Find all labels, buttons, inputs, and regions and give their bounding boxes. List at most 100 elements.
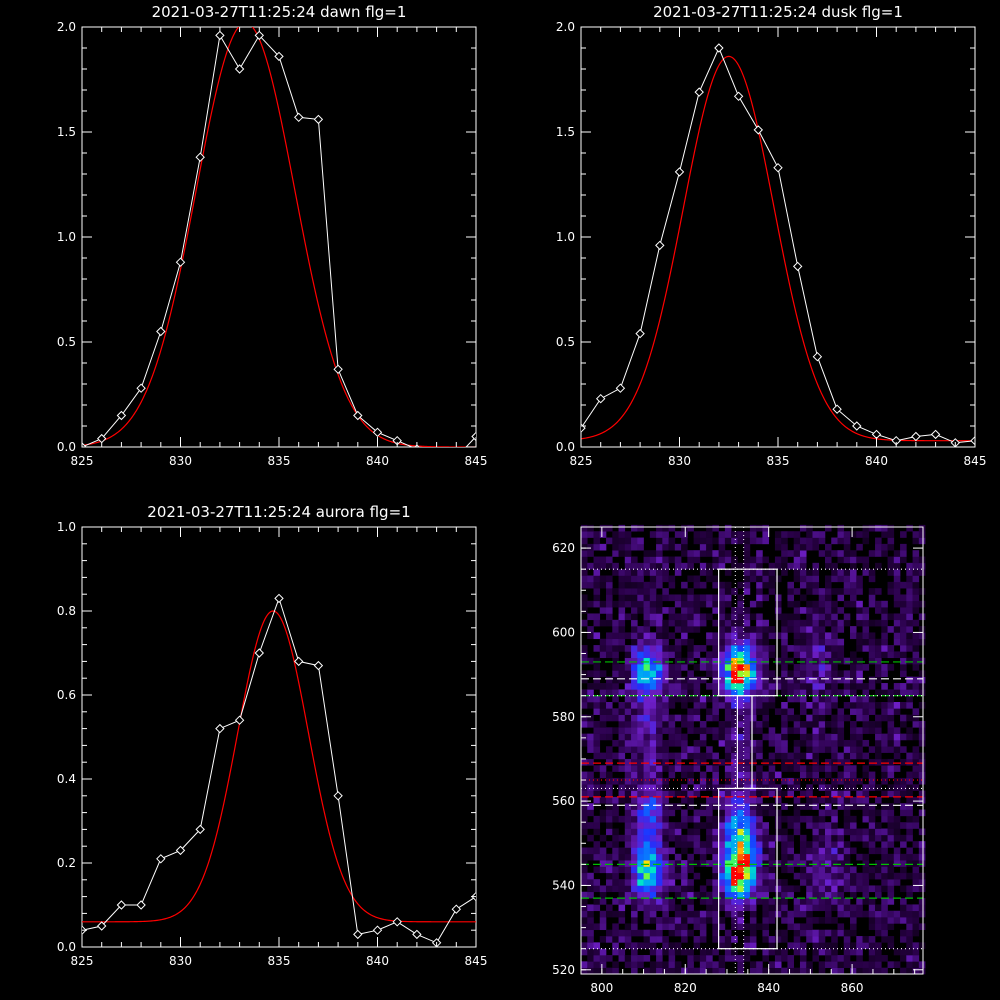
heatmap-cell: [643, 645, 651, 652]
heatmap-cell: [900, 948, 907, 956]
data-point: [773, 162, 783, 173]
heatmap-cell: [624, 569, 632, 576]
heatmap-cell: [887, 872, 895, 880]
heatmap-cell: [593, 683, 601, 690]
heatmap-cell: [900, 784, 907, 791]
y-tick-label: 580: [552, 710, 575, 724]
heatmap-cell: [606, 537, 613, 545]
heatmap-cell: [699, 853, 707, 861]
heatmap-cell: [875, 967, 882, 975]
heatmap-cell: [756, 588, 763, 595]
heatmap-cell: [612, 727, 619, 734]
heatmap-cell: [837, 891, 845, 899]
heatmap-cell: [875, 809, 882, 817]
heatmap-cell: [862, 689, 870, 696]
heatmap-cell: [712, 777, 719, 785]
heatmap-cell: [806, 683, 813, 690]
heatmap-cell: [875, 524, 882, 532]
heatmap-cell: [662, 727, 669, 734]
heatmap-cell: [631, 720, 638, 728]
heatmap-cell: [706, 657, 713, 665]
heatmap-cell: [631, 803, 638, 810]
heatmap-cell: [731, 790, 738, 798]
heatmap-cell: [918, 537, 926, 545]
heatmap-cell: [743, 613, 751, 621]
heatmap-cell: [649, 796, 657, 804]
heatmap-cell: [774, 961, 782, 968]
heatmap-cell: [818, 898, 826, 905]
heatmap-cell: [618, 860, 626, 867]
heatmap-cell: [756, 537, 763, 545]
heatmap-cell: [906, 853, 913, 861]
heatmap-cell: [662, 904, 669, 912]
heatmap-cell: [749, 967, 757, 975]
heatmap-cell: [906, 632, 913, 640]
heatmap-cell: [793, 638, 801, 646]
heatmap-cell: [737, 828, 744, 836]
heatmap-cell: [793, 904, 801, 912]
heatmap-cell: [918, 923, 926, 931]
heatmap-cell: [843, 543, 851, 551]
heatmap-cell: [681, 657, 688, 665]
heatmap-cell: [793, 853, 801, 861]
heatmap-cell: [649, 683, 657, 690]
data-point: [313, 660, 324, 671]
heatmap-cell: [631, 739, 638, 747]
heatmap-cell: [706, 822, 713, 829]
heatmap-cell: [693, 822, 701, 829]
heatmap-cell: [606, 727, 613, 734]
heatmap-cell: [868, 702, 876, 709]
heatmap-cell: [731, 803, 738, 810]
heatmap-cell: [749, 822, 757, 829]
heatmap-cell: [824, 872, 832, 880]
heatmap-cell: [881, 626, 888, 633]
heatmap-cell: [781, 670, 788, 678]
heatmap-cell: [662, 607, 669, 614]
heatmap-cell: [799, 866, 807, 874]
heatmap-cell: [900, 834, 907, 842]
data-point: [274, 593, 284, 604]
heatmap-cell: [831, 891, 838, 899]
heatmap-cell: [693, 556, 701, 564]
heatmap-cell: [787, 885, 795, 893]
heatmap-cell: [806, 714, 813, 722]
heatmap-cell: [731, 556, 738, 564]
heatmap-cell: [881, 739, 888, 747]
heatmap-cell: [799, 948, 807, 956]
heatmap-cell: [618, 733, 626, 741]
heatmap-cell: [631, 632, 638, 640]
heatmap-cell: [818, 822, 826, 829]
heatmap-cell: [799, 524, 807, 532]
heatmap-cell: [656, 683, 663, 690]
heatmap-cell: [743, 626, 751, 633]
heatmap-cell: [612, 961, 619, 968]
heatmap-cell: [706, 815, 713, 823]
data-point: [293, 656, 304, 667]
heatmap-cell: [706, 638, 713, 646]
heatmap-cell: [887, 626, 895, 633]
heatmap-cell: [756, 689, 763, 696]
heatmap-cell: [599, 727, 607, 734]
heatmap-cell: [918, 702, 926, 709]
heatmap-cell: [674, 683, 682, 690]
heatmap-cell: [912, 562, 920, 570]
heatmap-cell: [875, 910, 882, 918]
heatmap-cell: [737, 632, 744, 640]
heatmap-cell: [612, 600, 619, 608]
heatmap-cell: [806, 613, 813, 621]
heatmap-cell: [737, 600, 744, 608]
heatmap-cell: [900, 607, 907, 614]
heatmap-cell: [774, 967, 782, 975]
heatmap-cell: [831, 847, 838, 855]
data-point: [333, 791, 343, 801]
heatmap-cell: [856, 879, 863, 886]
heatmap-cell: [643, 784, 651, 791]
heatmap-cell: [687, 562, 694, 570]
heatmap-cell: [681, 746, 688, 753]
heatmap-cell: [668, 619, 676, 627]
heatmap-cell: [624, 683, 632, 690]
heatmap-cell: [762, 809, 769, 817]
heatmap-cell: [668, 942, 676, 949]
heatmap-cell: [762, 575, 769, 583]
heatmap-cell: [674, 714, 682, 722]
